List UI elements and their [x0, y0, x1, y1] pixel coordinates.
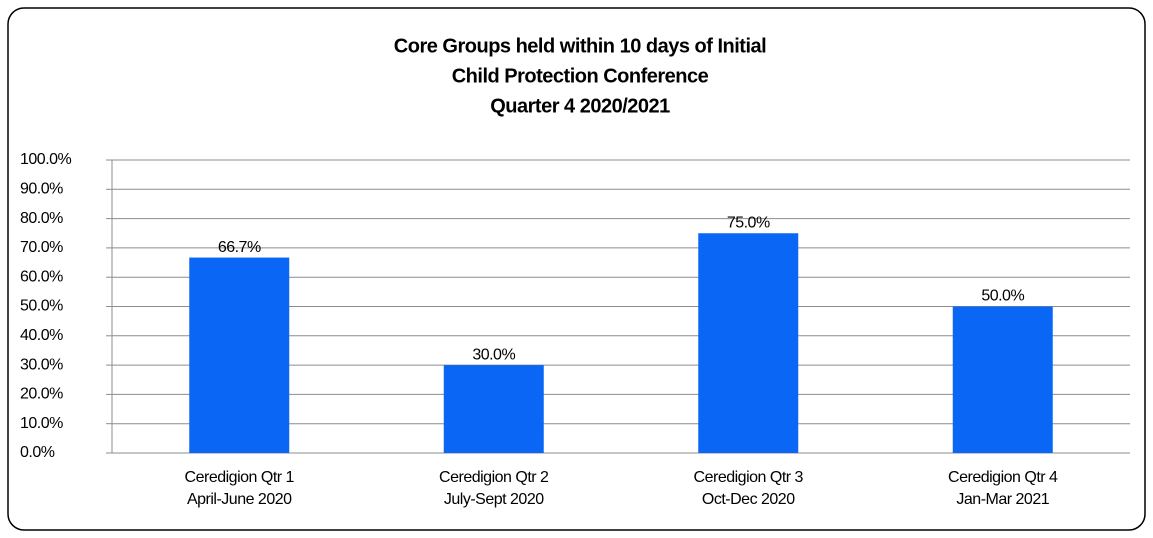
x-tick-label: Jan-Mar 2021: [956, 491, 1049, 508]
value-label: 50.0%: [981, 288, 1024, 305]
bar: [189, 257, 290, 453]
chart-title: Core Groups held within 10 days of Initi…: [394, 35, 766, 57]
chart-title: Quarter 4 2020/2021: [490, 95, 670, 117]
y-tick-label: 30.0%: [20, 356, 63, 373]
y-tick-label: 80.0%: [20, 210, 63, 227]
y-tick-label: 90.0%: [20, 181, 63, 198]
y-tick-label: 20.0%: [20, 386, 63, 403]
chart-title: Child Protection Conference: [452, 65, 709, 87]
x-tick-label: July-Sept 2020: [444, 491, 544, 508]
x-tick-label: Oct-Dec 2020: [702, 491, 795, 508]
y-tick-label: 100.0%: [20, 151, 72, 168]
y-tick-label: 10.0%: [20, 415, 63, 432]
value-label: 30.0%: [472, 346, 515, 363]
value-label: 66.7%: [218, 239, 261, 256]
x-tick-label: Ceredigion Qtr 2: [439, 469, 549, 486]
chart-frame: [7, 7, 1146, 531]
bar: [952, 306, 1053, 453]
x-tick-label: April-June 2020: [187, 491, 292, 508]
x-tick-label: Ceredigion Qtr 3: [694, 469, 804, 486]
y-tick-label: 70.0%: [20, 239, 63, 256]
x-tick-label: Ceredigion Qtr 1: [185, 469, 295, 486]
bar: [698, 233, 799, 453]
y-tick-label: 40.0%: [20, 327, 63, 344]
x-tick-label: Ceredigion Qtr 4: [948, 469, 1058, 486]
y-tick-label: 50.0%: [20, 298, 63, 315]
y-tick-label: 60.0%: [20, 268, 63, 285]
y-tick-label: 0.0%: [20, 444, 55, 461]
bar: [443, 365, 544, 453]
value-label: 75.0%: [727, 214, 770, 231]
